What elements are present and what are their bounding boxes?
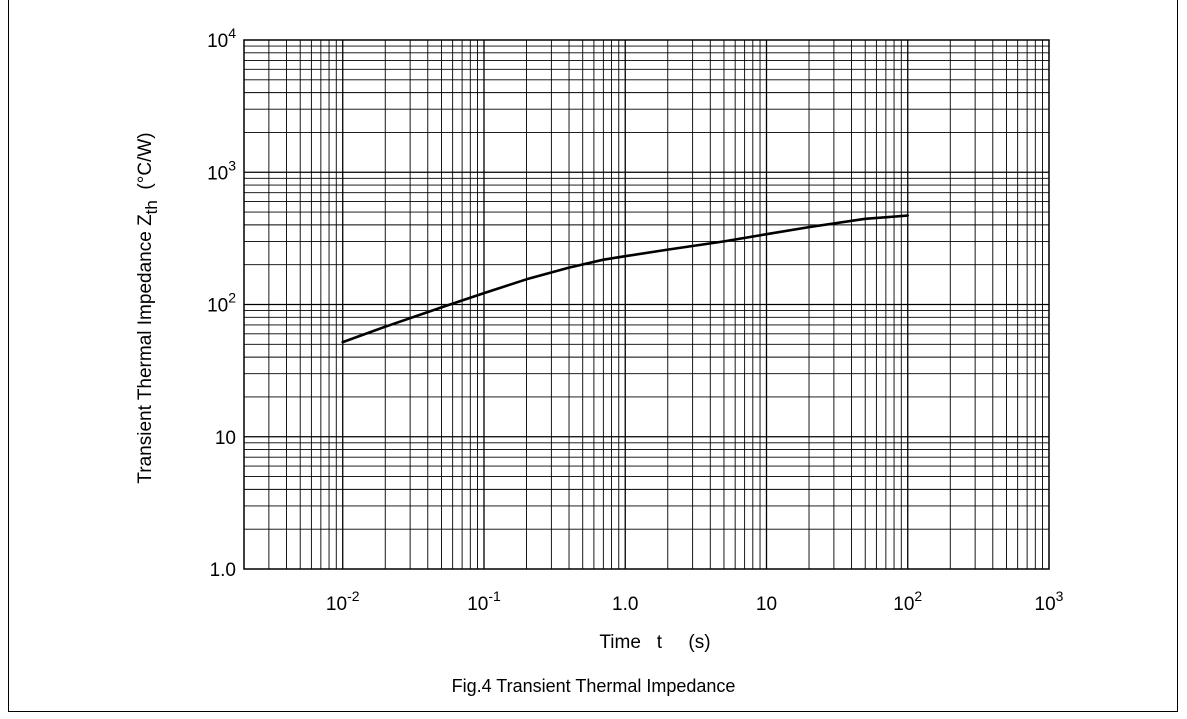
grid bbox=[244, 40, 1049, 569]
y-axis-label-sub: th bbox=[142, 200, 161, 214]
y-axis-label-main: Transient Thermal Impedance Z bbox=[135, 214, 156, 484]
x-tick-label: 10-1 bbox=[467, 588, 501, 615]
series-layer bbox=[341, 214, 910, 344]
x-tick-label: 10 bbox=[756, 594, 777, 615]
plot-border bbox=[243, 39, 1050, 570]
y-axis-label: Transient Thermal Impedance Zth (°C/W) bbox=[135, 132, 161, 483]
y-tick-label: 103 bbox=[207, 157, 236, 184]
y-tick-label: 104 bbox=[207, 25, 236, 52]
y-tick-label: 10 bbox=[215, 428, 236, 449]
x-tick-label: 102 bbox=[893, 588, 922, 615]
y-axis-label-unit: (°C/W) bbox=[135, 132, 156, 200]
y-tick-label: 102 bbox=[207, 290, 236, 317]
figure-caption: Fig.4 Transient Thermal Impedance bbox=[451, 676, 736, 696]
x-axis-label: Time t (s) bbox=[599, 632, 710, 653]
figure-frame bbox=[8, 0, 1178, 712]
x-tick-label: 1.0 bbox=[612, 594, 638, 615]
x-tick-label: 10-2 bbox=[326, 588, 360, 615]
y-tick-label: 1.0 bbox=[210, 560, 236, 581]
y-tick-labels: 1.0 10 102 103 104 bbox=[207, 25, 236, 581]
series-line bbox=[341, 214, 910, 344]
x-tick-labels: 10-2 10-1 1.0 10 102 103 bbox=[326, 588, 1064, 615]
x-tick-label: 103 bbox=[1035, 588, 1064, 615]
